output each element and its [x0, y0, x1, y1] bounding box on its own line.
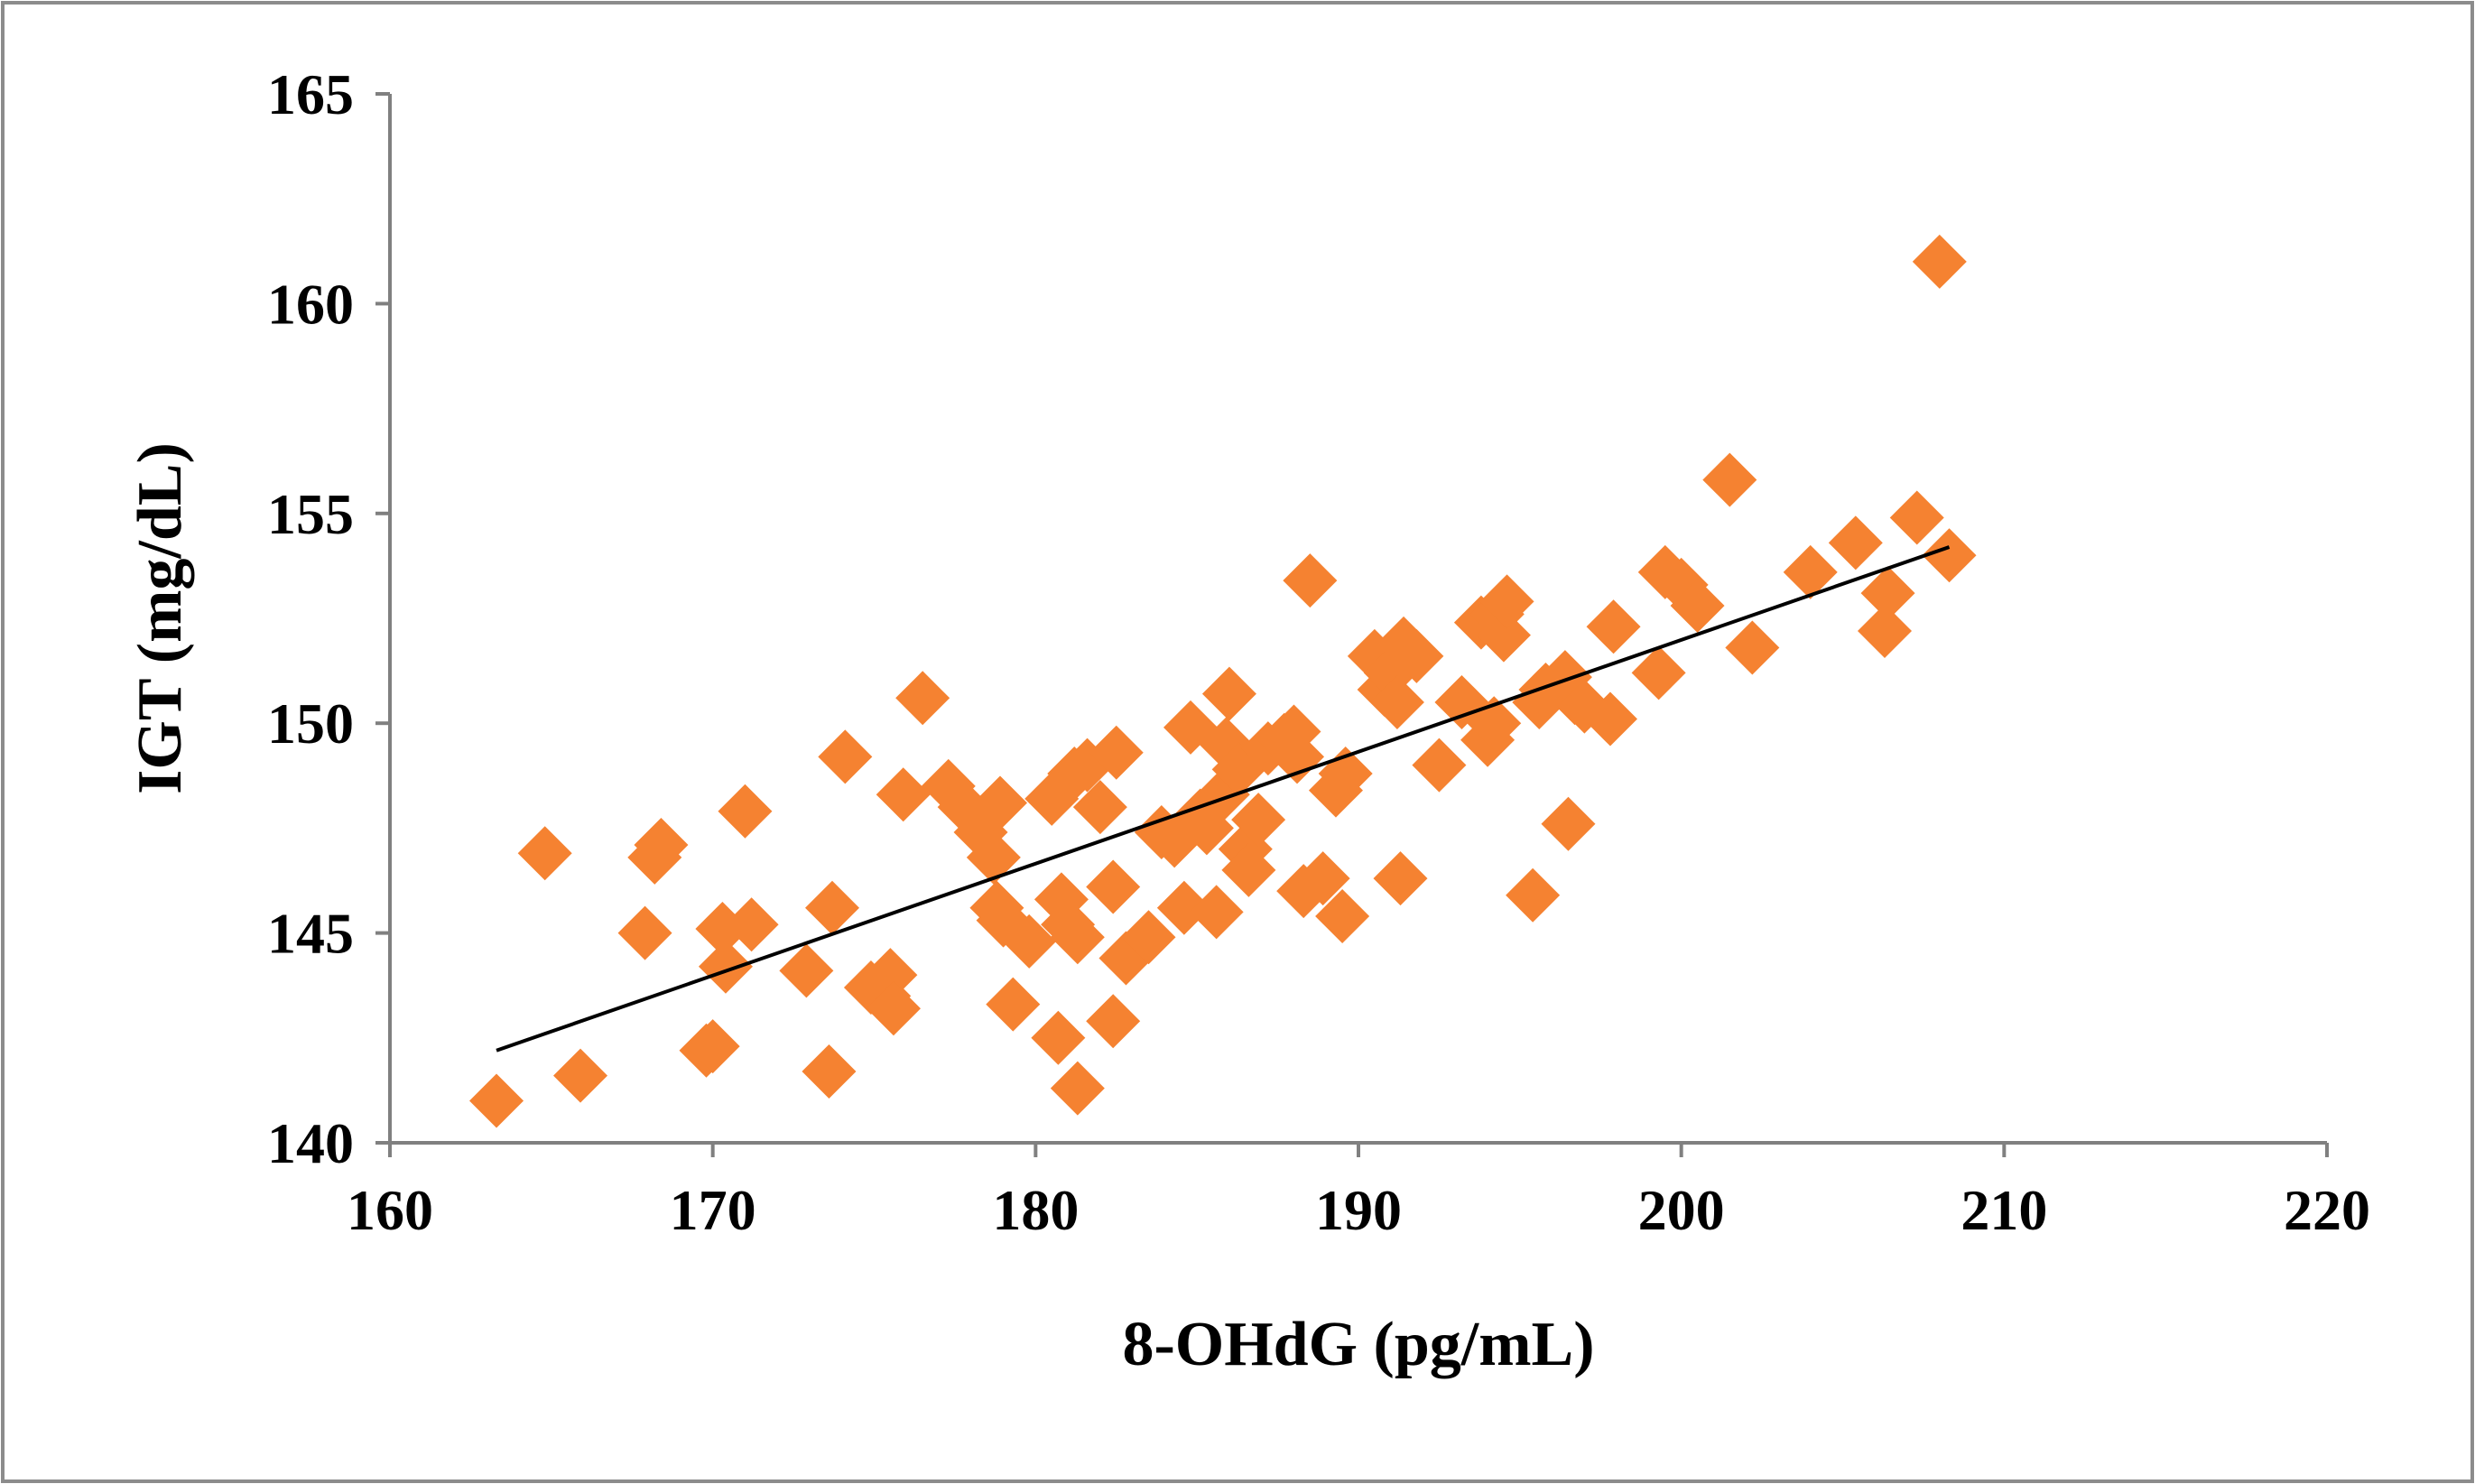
y-tick-label: 160: [267, 272, 354, 336]
data-point: [1270, 729, 1325, 784]
data-point: [1860, 566, 1915, 621]
data-point: [1050, 910, 1105, 965]
data-point: [779, 943, 834, 998]
data-point: [1412, 737, 1467, 793]
data-point: [805, 880, 860, 935]
data-point: [1912, 234, 1967, 289]
trendline: [496, 545, 1951, 1053]
data-point: [986, 977, 1041, 1032]
data-point: [1631, 645, 1686, 700]
data-point: [866, 981, 921, 1036]
data-point: [818, 729, 873, 784]
y-axis-ticks: 140 145 150 155 160 165: [267, 62, 390, 1175]
data-point: [1702, 452, 1757, 507]
data-point: [1283, 553, 1338, 608]
data-point: [1373, 851, 1428, 906]
data-point: [1050, 1061, 1105, 1116]
data-point: [1828, 515, 1883, 570]
data-point: [617, 905, 672, 960]
data-point: [553, 1048, 608, 1103]
y-tick-label: 145: [267, 902, 354, 966]
data-point: [1231, 793, 1286, 848]
data-point: [1031, 1010, 1086, 1065]
data-point: [1315, 889, 1370, 944]
data-point: [876, 767, 931, 822]
x-tick-label: 200: [1638, 1178, 1725, 1242]
data-point: [863, 948, 918, 1003]
data-point: [517, 826, 572, 881]
data-point: [1783, 544, 1838, 599]
y-tick-label: 155: [267, 482, 354, 546]
data-point: [1156, 880, 1211, 935]
data-points: [469, 234, 1977, 1128]
x-tick-label: 220: [2284, 1178, 2370, 1242]
data-point: [972, 775, 1027, 830]
data-point: [685, 1019, 740, 1074]
data-point: [1479, 574, 1534, 629]
data-point: [1476, 608, 1531, 663]
data-point: [634, 817, 689, 872]
data-point: [1089, 725, 1144, 780]
data-point: [895, 671, 950, 726]
data-point: [1541, 796, 1596, 851]
data-point: [1586, 599, 1641, 654]
data-point: [1201, 666, 1256, 721]
x-axis-ticks: 160 170 180 190 200 210 220: [347, 1143, 2370, 1242]
data-point: [1506, 867, 1561, 923]
data-point: [1086, 994, 1141, 1049]
x-tick-label: 210: [1961, 1178, 2047, 1242]
data-point: [1725, 620, 1780, 675]
x-axis-title: 8-OHdG (pg/mL): [1122, 1310, 1594, 1379]
data-point: [1857, 603, 1912, 658]
data-point: [1086, 859, 1141, 914]
data-point: [1221, 842, 1276, 897]
x-tick-label: 160: [347, 1178, 433, 1242]
data-point: [1582, 691, 1637, 747]
data-point: [802, 1043, 857, 1099]
data-point: [1295, 851, 1350, 906]
data-point: [1922, 528, 1977, 583]
data-point: [1189, 885, 1244, 940]
data-point: [1389, 628, 1444, 683]
data-point: [1369, 674, 1424, 729]
x-tick-label: 190: [1315, 1178, 1402, 1242]
y-tick-label: 140: [267, 1111, 354, 1175]
data-point: [469, 1073, 524, 1128]
x-tick-label: 180: [992, 1178, 1079, 1242]
data-point: [966, 830, 1021, 885]
y-axis-title: IGT (mg/dL): [125, 442, 195, 794]
y-tick-label: 150: [267, 691, 354, 756]
data-point: [1072, 780, 1127, 835]
x-tick-label: 170: [670, 1178, 756, 1242]
data-point: [1670, 579, 1725, 634]
data-point: [718, 784, 773, 839]
data-point: [698, 939, 753, 994]
data-point: [724, 897, 779, 952]
data-point: [1889, 490, 1944, 545]
data-point: [1002, 914, 1057, 969]
y-tick-label: 165: [267, 62, 354, 126]
plot-area: 160 170 180 190 200 210 220 140 145 150 155 160 165: [267, 62, 2370, 1242]
data-point: [1121, 910, 1176, 965]
